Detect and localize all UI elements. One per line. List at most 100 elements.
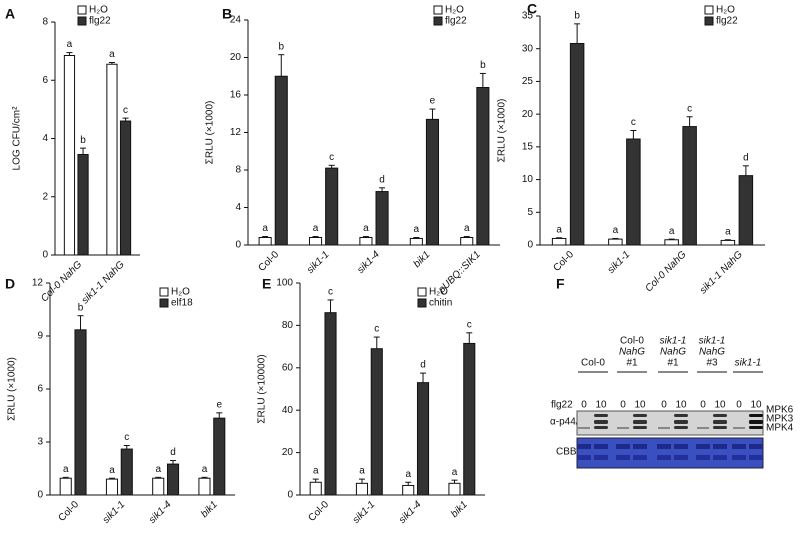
lane-label: 10 [675,400,687,411]
significance-letter: c [328,287,333,298]
legend-swatch [417,287,427,297]
y-tick-label: 0 [287,490,293,501]
x-tick-label: bik1 [412,249,433,270]
treatment-label: flg22 [551,400,573,411]
bar [416,382,430,496]
bar [274,75,288,246]
y-tick-label: 100 [276,278,293,289]
bar [198,477,211,496]
legend-label: chitin [429,298,452,309]
y-axis-label: ΣRLU (×1000) [497,99,508,163]
legend-swatch [704,16,714,26]
x-tick-label: Col-0 NahG [643,249,688,294]
bar [106,63,118,256]
cbb-band [616,444,630,449]
y-tick-label: 30 [522,43,534,54]
significance-letter: d [743,152,749,163]
legend-swatch [433,16,443,26]
x-tick-label: sik1-1 [101,499,128,526]
y-tick-label: 0 [37,490,43,501]
blot-band [617,427,629,429]
legend-label: H₂O [445,5,464,16]
legend-label: flg22 [89,16,111,27]
cbb-band [657,444,671,449]
group-label: #3 [706,358,718,369]
y-tick-label: 5 [527,207,533,218]
x-tick-label: bik1 [449,499,470,520]
bar [152,477,165,496]
x-tick-label: sik1-1 [351,499,378,526]
bar [608,238,623,246]
significance-letter: b [78,302,84,313]
bar [74,329,87,496]
band-label: MPK4 [766,423,794,434]
y-tick-label: 20 [522,109,534,120]
significance-letter: c [374,324,379,335]
x-tick-label: sik1-1 [606,249,633,276]
lane-label: 0 [700,400,706,411]
bar [720,239,736,246]
blot-band [633,414,647,417]
legend-swatch [159,298,169,308]
cbb-band [577,455,591,460]
lane-label: 0 [736,400,742,411]
cbb-band [674,444,688,449]
blot-panel: F flg22 α-p44/42 CBB MPK6 MPK3 MPK4 [550,276,794,469]
legend-label: H₂O [89,5,108,16]
panel-letter: D [5,276,15,292]
cbb-band [749,455,763,460]
significance-letter: e [430,96,436,107]
x-tick-label: bik1 [199,499,220,520]
legend-swatch [704,5,714,15]
significance-letter: c [123,105,128,116]
x-tick-label: sik1-1 [305,249,332,276]
x-tick-label: sik1-4 [355,249,382,276]
bar [324,312,337,496]
blot-band [733,427,745,429]
blot-band [713,414,727,417]
significance-letter: a [313,466,319,477]
cbb-band [713,444,727,449]
group-label: sik1-1 [699,336,726,347]
blot-band [633,426,647,429]
blot-band [658,427,670,429]
group-label: Col-0 [620,336,644,347]
significance-letter: a [313,223,319,234]
bar [355,482,369,496]
bar [359,237,373,246]
legend-label: elf18 [171,298,193,309]
panel-letter: E [262,276,271,292]
lane-label: 10 [750,400,762,411]
lane-label: 0 [620,400,626,411]
cbb-band [594,444,608,449]
group-label: NahG [699,347,725,358]
significance-letter: a [669,226,675,237]
group-label: NahG [619,347,645,358]
y-axis-label: LOG CFU/cm² [12,106,23,171]
bar [105,478,119,496]
y-axis-label: ΣRLU (×10000) [257,354,268,423]
y-tick-label: 25 [522,76,534,87]
cbb-band [732,444,746,449]
lane-label: 0 [581,400,587,411]
cbb-band [594,455,608,460]
significance-letter: b [278,41,284,52]
significance-letter: d [170,447,176,458]
x-tick-label: sik1-4 [147,499,174,526]
x-tick-label: sik1-1 NahG [698,249,745,296]
significance-letter: b [480,60,486,71]
significance-letter: c [124,432,129,443]
y-tick-label: 40 [282,405,294,416]
significance-letter: a [725,226,731,237]
bar [375,191,389,246]
bar [308,237,323,246]
x-tick-label: Col-0 [551,249,576,274]
cbb-band [633,444,647,449]
significance-letter: a [155,464,161,475]
bar [213,417,226,496]
legend-swatch [433,5,443,15]
x-tick-label: Col-0 [306,499,331,524]
antibody-label: α-p44/42 [550,417,590,428]
bar [476,87,490,246]
bar [664,239,679,246]
